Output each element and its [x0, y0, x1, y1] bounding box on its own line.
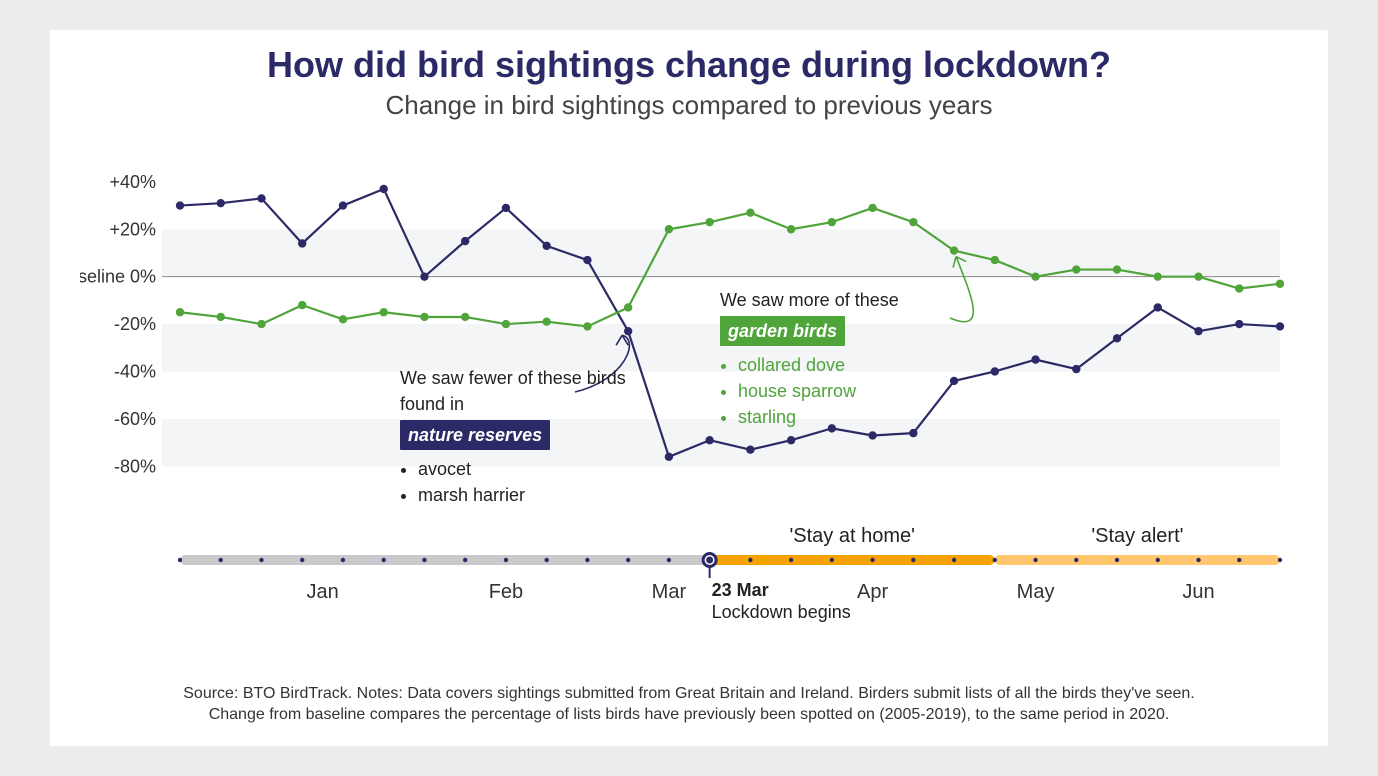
svg-text:Jan: Jan: [306, 581, 338, 603]
svg-text:Mar: Mar: [652, 581, 687, 603]
annotation-reserves-lead: We saw fewer of these birds found in: [400, 365, 640, 417]
annotation-garden-badge: garden birds: [720, 316, 845, 346]
annotation-garden-list: collared dovehouse sparrowstarling: [720, 352, 960, 430]
annotation-garden-lead: We saw more of these: [720, 287, 960, 313]
annotation-garden-item: house sparrow: [738, 378, 960, 404]
svg-text:Baseline 0%: Baseline 0%: [80, 267, 156, 287]
chart-svg: -80% -60% -40% -20% Baseline 0% +20% +40% 'Stay…: [80, 160, 1298, 635]
annotation-garden-item: starling: [738, 404, 960, 430]
chart-card: How did bird sightings change during loc…: [50, 30, 1328, 746]
chart-title: How did bird sightings change during loc…: [50, 44, 1328, 86]
svg-text:-20%: -20%: [114, 314, 156, 334]
annotation-reserves-list: avocetmarsh harrier: [400, 456, 640, 508]
annotation-garden: We saw more of these garden birds collar…: [720, 287, 960, 430]
svg-text:Jun: Jun: [1182, 581, 1214, 603]
svg-text:Lockdown begins: Lockdown begins: [712, 602, 851, 622]
annotation-reserves-badge: nature reserves: [400, 420, 550, 450]
svg-text:Feb: Feb: [489, 581, 523, 603]
plot-area: -80% -60% -40% -20% Baseline 0% +20% +40% 'Stay…: [80, 160, 1298, 635]
svg-text:May: May: [1017, 581, 1055, 603]
svg-text:-40%: -40%: [114, 361, 156, 381]
svg-text:+20%: +20%: [109, 219, 156, 239]
svg-text:'Stay at home': 'Stay at home': [789, 525, 914, 547]
footnote-line-2: Change from baseline compares the percen…: [50, 704, 1328, 726]
annotation-reserves-item: marsh harrier: [418, 482, 640, 508]
annotation-garden-item: collared dove: [738, 352, 960, 378]
svg-text:'Stay alert': 'Stay alert': [1091, 525, 1183, 547]
annotation-reserves: We saw fewer of these birds found in nat…: [400, 365, 640, 508]
chart-subtitle: Change in bird sightings compared to pre…: [50, 90, 1328, 121]
annotation-reserves-item: avocet: [418, 456, 640, 482]
svg-text:-60%: -60%: [114, 409, 156, 429]
svg-text:Apr: Apr: [857, 581, 888, 603]
footnote-line-1: Source: BTO BirdTrack. Notes: Data cover…: [50, 683, 1328, 705]
chart-footnote: Source: BTO BirdTrack. Notes: Data cover…: [50, 683, 1328, 726]
svg-text:-80%: -80%: [114, 456, 156, 476]
svg-text:+40%: +40%: [109, 172, 156, 192]
svg-text:23 Mar: 23 Mar: [712, 580, 769, 600]
